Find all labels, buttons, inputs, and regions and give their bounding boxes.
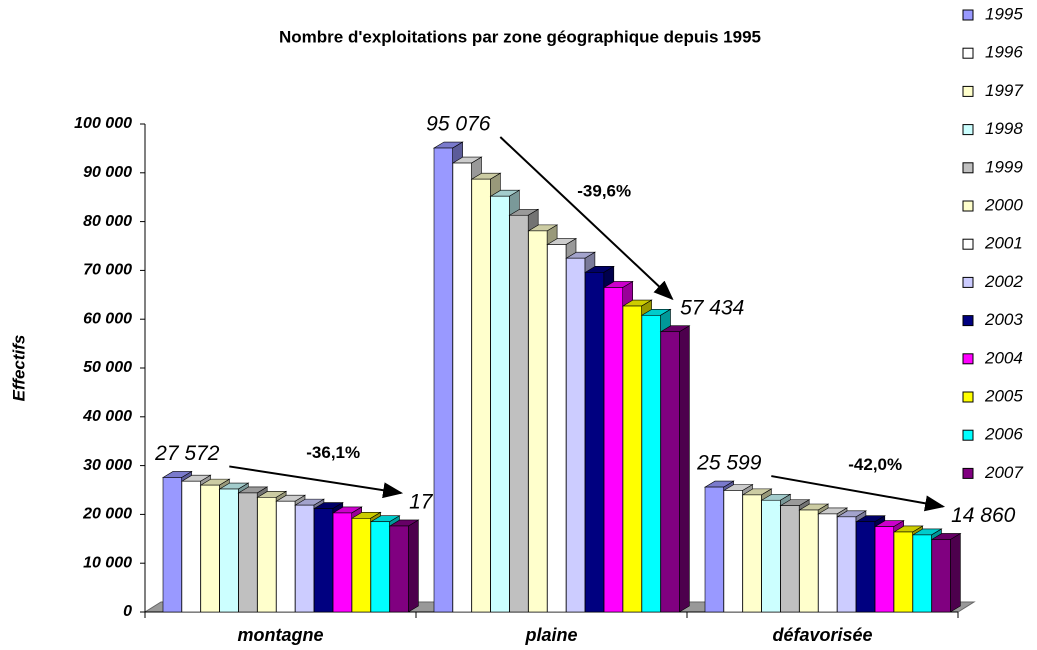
legend-swatch — [962, 467, 974, 479]
bar — [370, 521, 390, 613]
chart-title: Nombre d'exploitations par zone géograph… — [279, 27, 761, 46]
data-label: 25 599 — [696, 452, 762, 475]
bar — [351, 518, 371, 613]
bar — [723, 490, 743, 613]
x-tick-label: plaine — [524, 625, 577, 645]
bar — [704, 486, 724, 613]
bar — [257, 497, 277, 613]
annotation: -36,1% — [306, 443, 360, 462]
legend-swatch — [962, 85, 974, 97]
y-tick-label: 20 000 — [82, 506, 132, 523]
y-tick-label: 10 000 — [83, 554, 132, 571]
legend-swatch — [962, 238, 974, 250]
legend-swatch — [962, 47, 974, 59]
legend-swatch — [962, 353, 974, 365]
bar — [584, 272, 605, 613]
data-label: 14 860 — [951, 504, 1016, 527]
bar — [874, 526, 894, 613]
legend-label: 1996 — [985, 43, 1023, 62]
y-axis-label: Effectifs — [9, 335, 28, 402]
bar — [200, 484, 220, 613]
annotation-arrow — [499, 136, 674, 301]
bar — [452, 162, 472, 613]
bar — [162, 477, 182, 613]
annotation: -42,0% — [848, 455, 902, 474]
bar — [622, 305, 642, 613]
legend-label: 2001 — [984, 234, 1023, 253]
bar — [565, 257, 586, 613]
bar-side — [950, 532, 961, 613]
bar — [471, 178, 491, 613]
legend-label: 1999 — [985, 157, 1023, 176]
legend-label: 1997 — [985, 81, 1023, 100]
legend-swatch — [962, 124, 974, 136]
legend-swatch — [962, 9, 974, 21]
data-label: 95 076 — [426, 113, 491, 136]
y-tick-label: 80 000 — [83, 213, 132, 230]
legend-label: 2007 — [984, 463, 1023, 482]
bar — [641, 314, 661, 613]
bar — [219, 488, 239, 613]
y-tick-label: 100 000 — [74, 115, 132, 132]
bar — [389, 525, 409, 613]
y-tick-label: 50 000 — [83, 359, 132, 376]
bar-side — [408, 519, 419, 613]
bar — [433, 147, 453, 613]
legend-swatch — [962, 162, 974, 174]
bar — [912, 534, 932, 613]
y-tick-label: 30 000 — [83, 457, 132, 474]
bar — [893, 531, 913, 613]
bar — [818, 513, 838, 613]
legend-label: 1995 — [985, 4, 1023, 23]
data-label: 57 434 — [680, 296, 744, 319]
legend-label: 2005 — [984, 386, 1023, 405]
bar — [313, 508, 334, 613]
bar — [181, 480, 201, 613]
legend-label: 2003 — [984, 310, 1023, 329]
bar — [332, 512, 353, 613]
data-label: 27 572 — [154, 442, 220, 465]
bar — [603, 287, 623, 613]
legend-label: 2002 — [984, 272, 1023, 291]
x-tick-label: montagne — [237, 625, 323, 645]
x-tick-label: défavorisée — [772, 625, 872, 645]
annotation: -39,6% — [577, 181, 631, 200]
bar — [799, 509, 819, 613]
bar — [780, 505, 800, 613]
bar-side — [679, 325, 690, 613]
bar — [238, 492, 258, 613]
bar — [294, 504, 315, 613]
y-tick-label: 40 000 — [82, 408, 132, 425]
bar — [836, 516, 857, 613]
bar — [660, 331, 680, 613]
bar — [490, 195, 510, 613]
bar — [547, 244, 567, 613]
legend-label: 1998 — [985, 119, 1023, 138]
bar — [528, 230, 548, 613]
bar — [931, 539, 951, 613]
bar — [855, 521, 876, 613]
legend-swatch — [962, 315, 974, 327]
legend-label: 2000 — [984, 195, 1023, 214]
legend-label: 2004 — [984, 348, 1023, 367]
legend-swatch — [962, 391, 974, 403]
bar — [742, 494, 762, 613]
bar — [761, 499, 781, 613]
y-tick-label: 90 000 — [83, 164, 132, 181]
annotation-arrow — [229, 465, 404, 499]
legend-swatch — [962, 276, 974, 288]
bar — [276, 500, 296, 613]
annotation-arrow — [771, 475, 946, 512]
y-tick-label: 70 000 — [83, 262, 132, 279]
legend-label: 2006 — [984, 425, 1023, 444]
legend-swatch — [962, 200, 974, 212]
legend-swatch — [962, 429, 974, 441]
y-tick-label: 0 — [123, 603, 132, 620]
bar — [509, 214, 529, 613]
y-tick-label: 60 000 — [83, 310, 132, 327]
